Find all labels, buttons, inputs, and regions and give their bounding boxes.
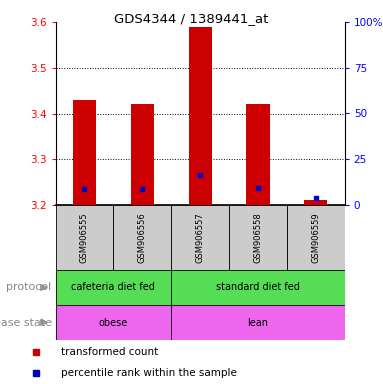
Text: GSM906555: GSM906555 [80, 212, 89, 263]
Text: GDS4344 / 1389441_at: GDS4344 / 1389441_at [114, 12, 269, 25]
Bar [188, 26, 212, 205]
FancyBboxPatch shape [56, 205, 113, 270]
FancyBboxPatch shape [56, 270, 171, 305]
Text: transformed count: transformed count [61, 347, 158, 358]
Text: lean: lean [247, 318, 268, 328]
Text: GSM906556: GSM906556 [138, 212, 147, 263]
FancyBboxPatch shape [171, 205, 229, 270]
FancyBboxPatch shape [229, 205, 287, 270]
Text: standard diet fed: standard diet fed [216, 283, 300, 293]
Text: cafeteria diet fed: cafeteria diet fed [72, 283, 155, 293]
Bar [246, 104, 270, 205]
Bar [304, 200, 327, 205]
FancyBboxPatch shape [113, 205, 171, 270]
Text: disease state: disease state [0, 318, 52, 328]
Text: percentile rank within the sample: percentile rank within the sample [61, 368, 236, 378]
Text: GSM906559: GSM906559 [311, 212, 320, 263]
FancyBboxPatch shape [287, 205, 345, 270]
FancyBboxPatch shape [56, 305, 171, 340]
Text: obese: obese [99, 318, 128, 328]
Text: protocol: protocol [7, 283, 52, 293]
Text: GSM906558: GSM906558 [254, 212, 262, 263]
Text: GSM906557: GSM906557 [196, 212, 205, 263]
FancyBboxPatch shape [171, 270, 345, 305]
Bar [131, 104, 154, 205]
Bar [73, 100, 96, 205]
FancyBboxPatch shape [171, 305, 345, 340]
